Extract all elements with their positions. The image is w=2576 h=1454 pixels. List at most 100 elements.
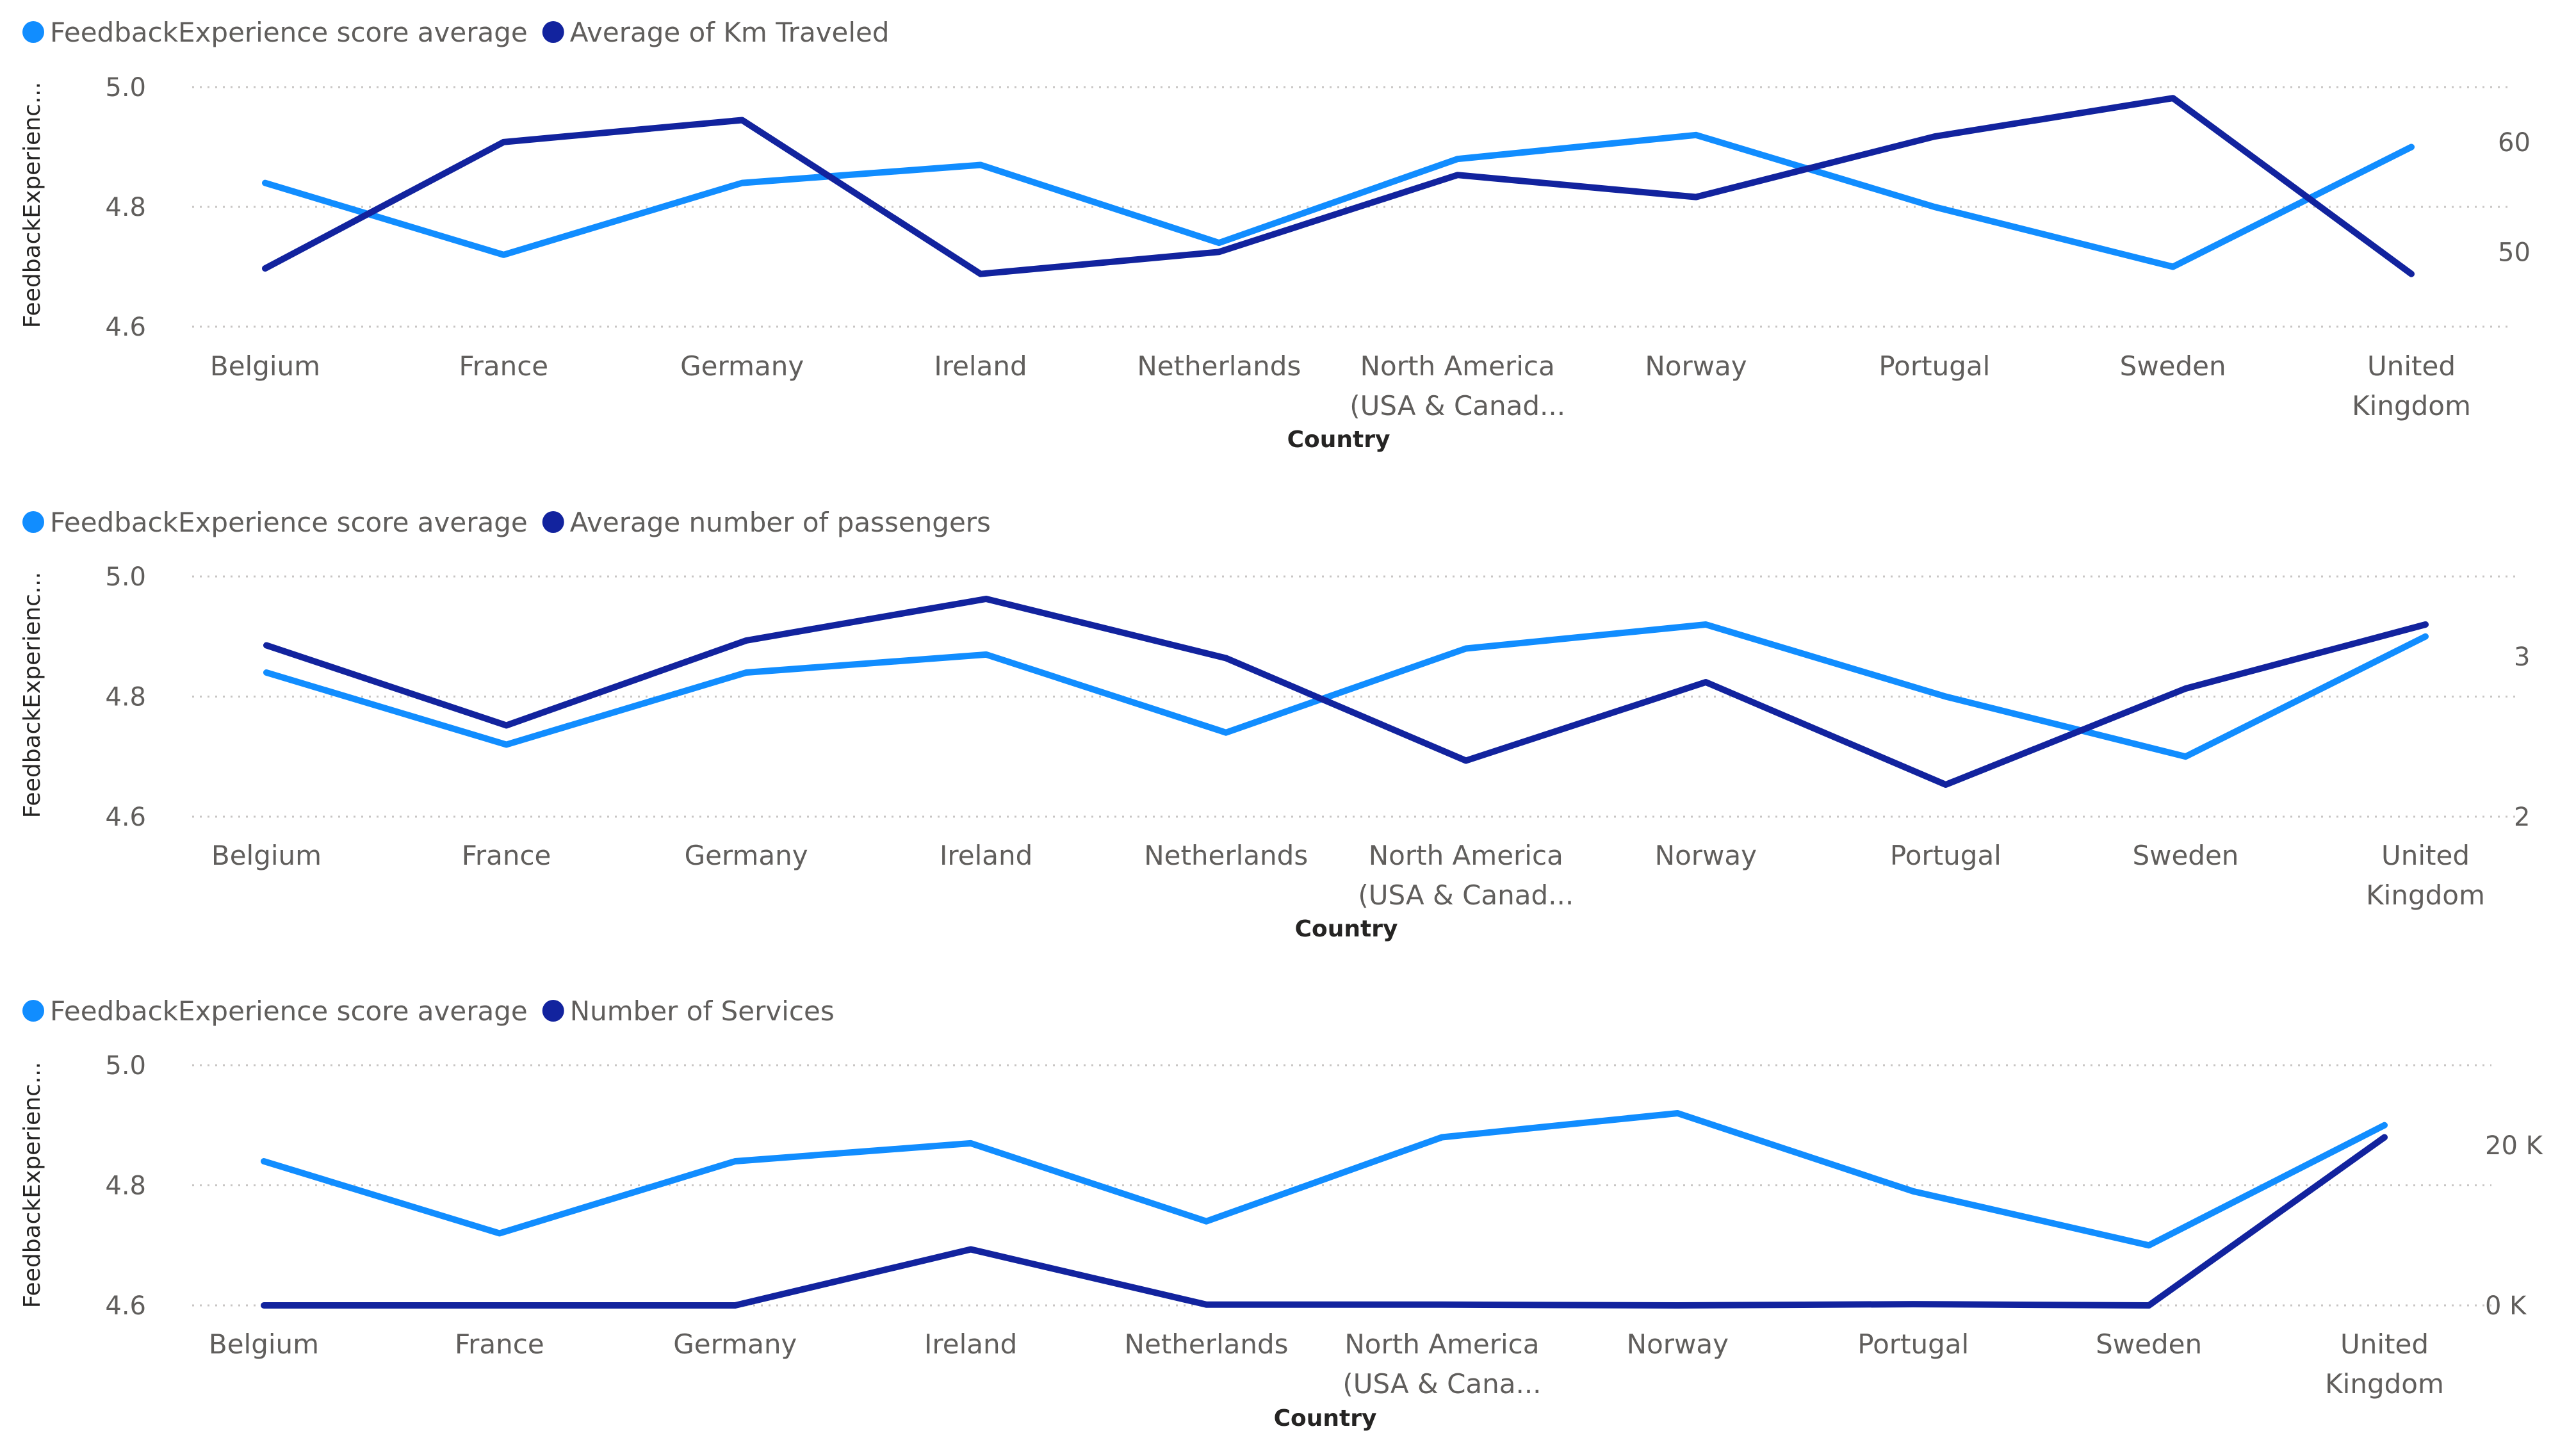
data-point[interactable] [2376,1129,2393,1147]
data-point[interactable] [2140,1296,2158,1314]
data-point[interactable] [2417,616,2434,633]
series-line-1[interactable] [262,131,2415,270]
x-axis-tick-label: (USA & Canad... [1358,879,1574,911]
x-axis-tick-label: (USA & Canad... [1349,390,1565,421]
data-point[interactable] [491,1296,509,1314]
x-axis-tick-label: France [462,840,551,871]
data-point[interactable] [498,736,516,754]
data-point[interactable] [2164,258,2182,276]
x-axis-tick-label: Ireland [934,350,1027,382]
data-point[interactable] [1904,1182,1922,1200]
data-point[interactable] [1449,150,1467,168]
x-axis-tick-label: Ireland [940,840,1032,871]
data-point[interactable] [1668,1296,1686,1314]
data-point[interactable] [1668,1104,1686,1122]
right-axis-tick-label: 50 [2498,238,2531,267]
data-point[interactable] [1433,1296,1451,1314]
data-point[interactable] [1457,640,1475,658]
data-point[interactable] [726,1296,744,1314]
series-line-2[interactable] [263,596,2429,788]
legend-marker [22,1000,44,1022]
x-axis-tick-label: Belgium [210,350,320,382]
data-point[interactable] [2402,138,2420,156]
x-axis-tick-label: Portugal [1890,840,2001,871]
data-point[interactable] [962,1134,980,1152]
data-point[interactable] [1697,616,1715,633]
data-point[interactable] [2140,1236,2158,1254]
x-axis-tick-label: Portugal [1879,350,1990,382]
data-point[interactable] [972,156,990,174]
data-point[interactable] [2176,747,2194,765]
legend[interactable]: FeedbackExperience score average Average … [22,507,991,538]
data-point[interactable] [1217,649,1235,667]
data-point[interactable] [256,259,274,277]
data-point[interactable] [737,664,755,682]
data-point[interactable] [256,174,274,192]
x-axis-tick-label: Kingdom [2325,1368,2444,1400]
x-axis-tick-label: Germany [685,840,808,871]
data-point[interactable] [498,717,516,735]
data-point[interactable] [1217,724,1235,742]
x-axis-tick-label: Netherlands [1125,1328,1289,1360]
data-point[interactable] [494,246,512,264]
data-point[interactable] [1925,127,1943,145]
data-point[interactable] [962,1241,980,1259]
data-point[interactable] [257,664,275,682]
legend-label: Average of Km Traveled [570,17,890,48]
x-axis-tick-label: United [2340,1328,2429,1360]
data-point[interactable] [255,1152,273,1170]
data-point[interactable] [2164,89,2182,107]
data-point[interactable] [257,637,275,655]
data-point[interactable] [1198,1296,1216,1314]
series-line-2[interactable] [261,1134,2388,1309]
data-point[interactable] [1198,1213,1216,1230]
data-point[interactable] [1687,188,1705,206]
data-point[interactable] [977,646,995,664]
data-point[interactable] [494,133,512,151]
data-point[interactable] [1210,243,1228,261]
legend[interactable]: FeedbackExperience score average Number o… [22,995,835,1027]
data-point[interactable] [972,265,990,283]
right-axis-tick-label: 0 K [2485,1291,2527,1321]
x-axis-tick-label: Norway [1627,1328,1729,1360]
series-line-1[interactable] [263,621,2429,760]
series-line-2[interactable] [262,95,2415,277]
data-point[interactable] [491,1225,509,1243]
data-point[interactable] [2176,680,2194,698]
data-point[interactable] [1904,1295,1922,1313]
data-point[interactable] [1449,166,1467,184]
data-point[interactable] [1925,198,1943,216]
data-point[interactable] [733,111,751,129]
data-point[interactable] [2402,265,2420,283]
x-axis-tick-label: Belgium [211,840,322,871]
left-axis-tick-label: 5.0 [105,73,146,102]
x-axis-tick-label: France [459,350,548,382]
data-point[interactable] [1697,673,1715,691]
legend-marker [22,21,44,43]
right-axis-tick-label: 2 [2514,803,2530,832]
data-point[interactable] [977,590,995,608]
data-point[interactable] [1433,1129,1451,1147]
legend-label: Average number of passengers [570,507,991,538]
chart-panel-2: FeedbackExperience score average Average … [19,507,2530,942]
x-axis-tick-label: Belgium [209,1328,319,1360]
data-point[interactable] [726,1152,744,1170]
x-axis-tick-label: Kingdom [2366,879,2485,911]
x-axis-tick-label: Sweden [2120,350,2226,382]
series-line-1[interactable] [261,1110,2388,1249]
chart-panel-3: FeedbackExperience score average Number o… [19,995,2544,1432]
data-point[interactable] [255,1296,273,1314]
legend-marker [542,511,564,533]
data-point[interactable] [737,632,755,649]
legend[interactable]: FeedbackExperience score average Average … [22,17,890,48]
data-point[interactable] [733,174,751,192]
data-point[interactable] [1457,752,1475,770]
left-axis-tick-label: 4.6 [105,1291,146,1321]
left-axis-tick-label: 4.6 [105,803,146,832]
data-point[interactable] [1937,688,1955,706]
data-point[interactable] [1687,126,1705,144]
right-axis-tick-label: 3 [2514,642,2530,672]
data-point[interactable] [1937,776,1955,794]
y-axis-title: FeedbackExperienc... [19,572,45,818]
